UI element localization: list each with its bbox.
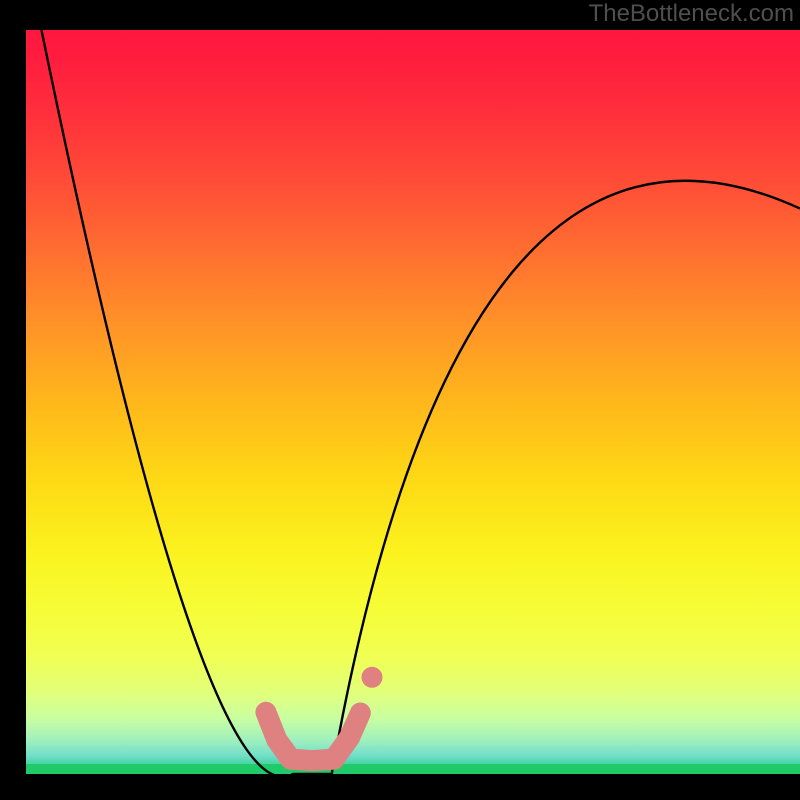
highlight-dot xyxy=(361,667,382,688)
green-floor-bar xyxy=(26,764,800,774)
gradient-background xyxy=(26,30,800,774)
watermark-text: TheBottleneck.com xyxy=(589,0,794,28)
chart-canvas: TheBottleneck.com xyxy=(0,0,800,800)
chart-svg xyxy=(0,0,800,800)
